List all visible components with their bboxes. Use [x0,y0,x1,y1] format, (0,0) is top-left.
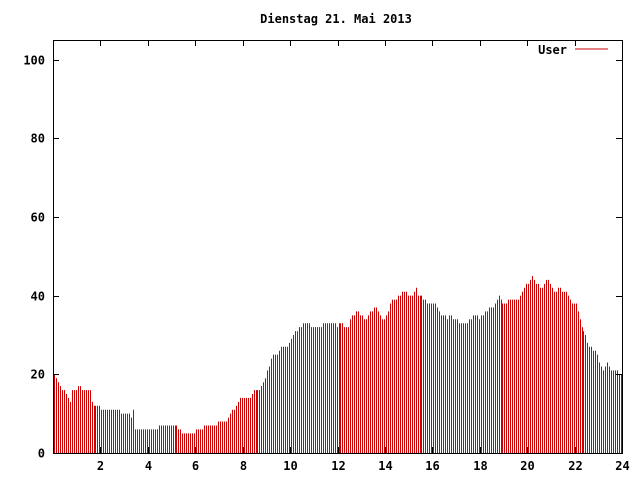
x-tick-label: 16 [425,459,439,473]
x-tick-label: 6 [192,459,199,473]
x-tick-label: 14 [378,459,392,473]
x-tick-label: 2 [97,459,104,473]
x-tick-label: 18 [473,459,487,473]
bar-series-user [54,276,622,453]
plot-border [53,40,623,454]
x-tick-label: 10 [283,459,297,473]
x-tick-label: 12 [331,459,345,473]
y-tick-label: 60 [31,211,45,225]
y-axis: 0 20 40 60 80 100 [23,54,622,461]
x-tick-label: 22 [568,459,582,473]
chart-title: Dienstag 21. Mai 2013 [260,12,412,26]
x-tick-label: 8 [240,459,247,473]
y-tick-label: 20 [31,368,45,382]
x-tick-label: 4 [145,459,152,473]
legend: User [538,43,608,57]
y-tick-label: 0 [38,447,45,461]
x-tick-label: 24 [615,459,629,473]
x-tick-label: 20 [520,459,534,473]
y-tick-label: 100 [23,54,45,68]
y-tick-label: 40 [31,290,45,304]
legend-label-user: User [538,43,567,57]
y-tick-label: 80 [31,132,45,146]
x-axis: 2 4 6 8 10 12 14 16 18 20 22 24 [97,40,630,473]
